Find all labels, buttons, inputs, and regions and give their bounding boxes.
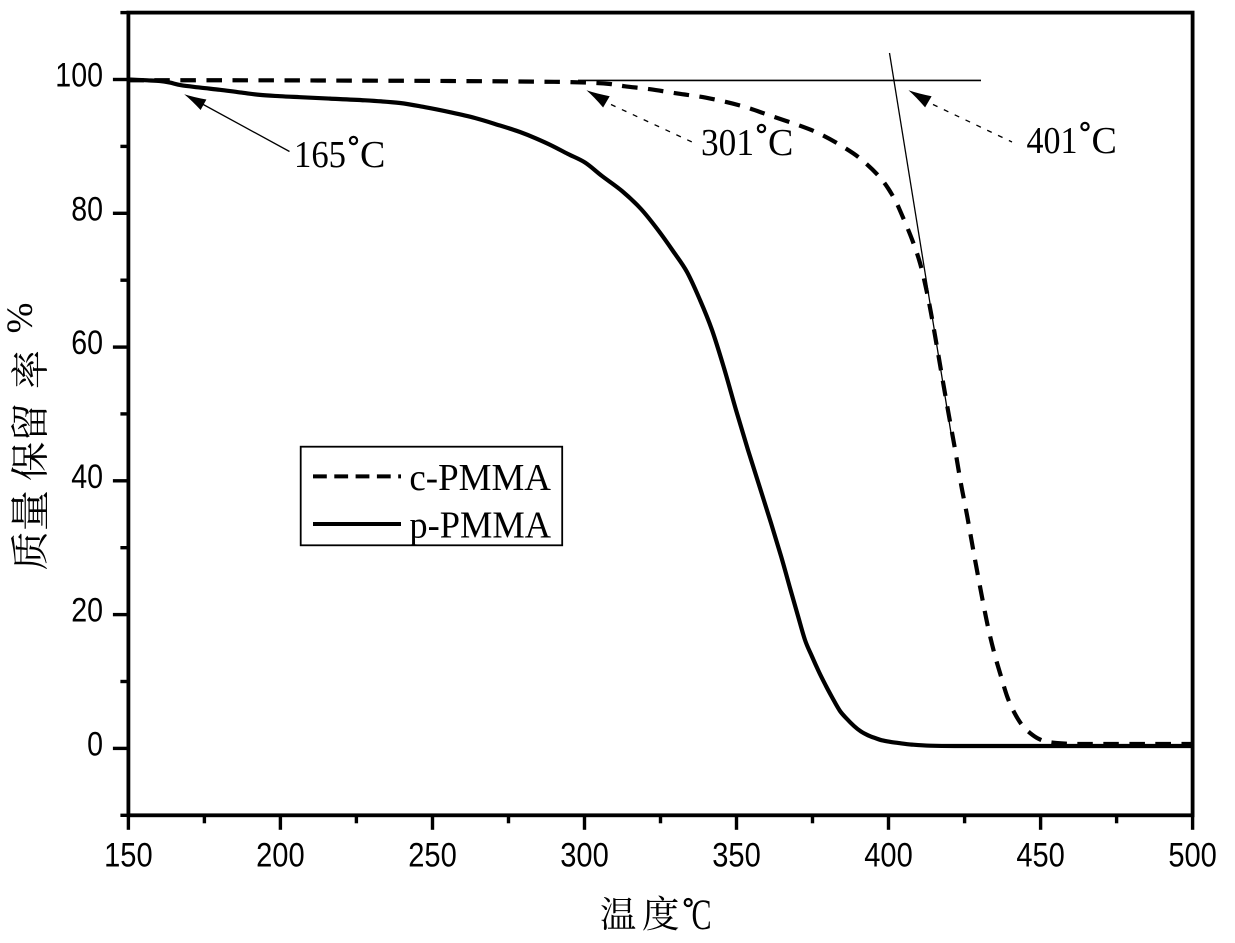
svg-text:C: C xyxy=(360,134,385,176)
svg-text:c-PMMA: c-PMMA xyxy=(409,457,551,499)
svg-text:60: 60 xyxy=(71,324,103,362)
svg-text:%: % xyxy=(0,303,41,334)
svg-text:450: 450 xyxy=(1016,837,1065,875)
svg-text:C: C xyxy=(768,122,793,164)
svg-text:20: 20 xyxy=(71,592,103,630)
svg-text:200: 200 xyxy=(256,837,305,875)
svg-text:40: 40 xyxy=(71,458,103,496)
svg-text:250: 250 xyxy=(408,837,457,875)
svg-text:400: 400 xyxy=(864,837,913,875)
svg-text:165: 165 xyxy=(294,134,346,176)
svg-text:350: 350 xyxy=(712,837,761,875)
svg-text:C: C xyxy=(1092,120,1117,162)
svg-text:500: 500 xyxy=(1168,837,1217,875)
svg-text:80: 80 xyxy=(71,190,103,228)
svg-text:301: 301 xyxy=(701,122,754,164)
svg-text:p-PMMA: p-PMMA xyxy=(409,505,551,547)
svg-text:C: C xyxy=(692,892,712,939)
svg-text:0: 0 xyxy=(87,725,103,763)
svg-text:150: 150 xyxy=(104,837,153,875)
svg-text:300: 300 xyxy=(560,837,609,875)
svg-text:100: 100 xyxy=(55,57,103,95)
svg-text:401: 401 xyxy=(1027,120,1078,162)
